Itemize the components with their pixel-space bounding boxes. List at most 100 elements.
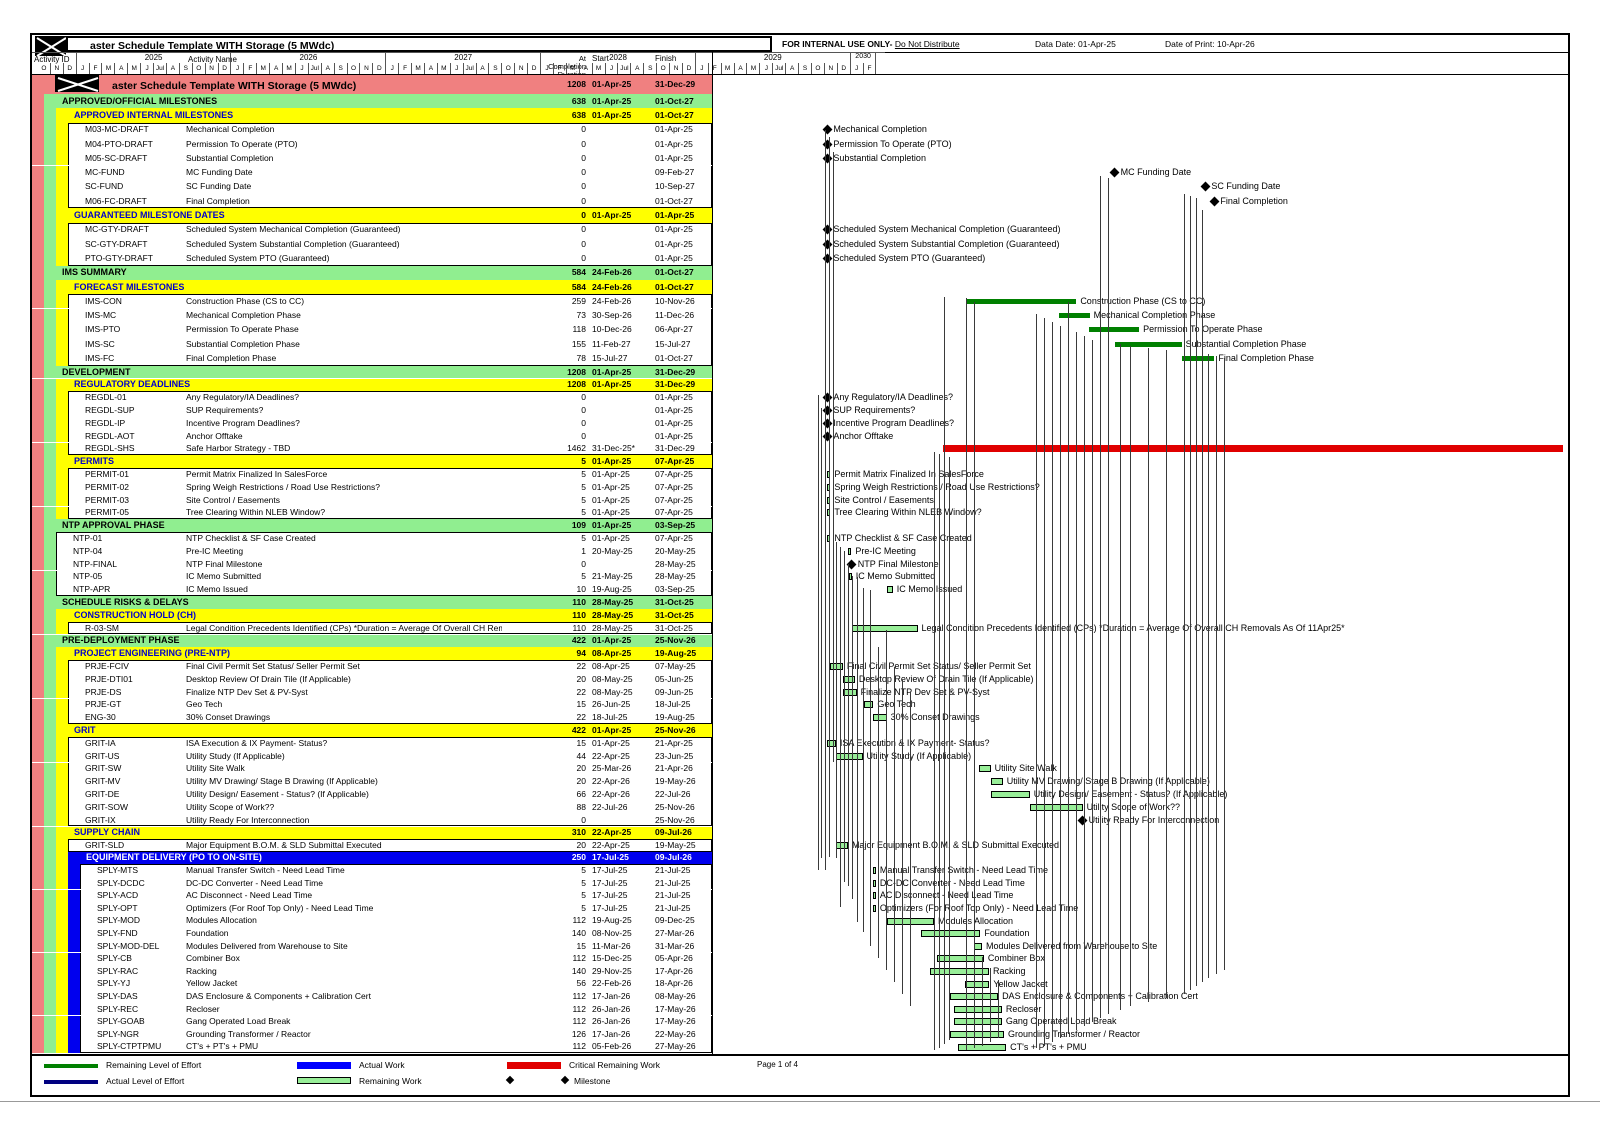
table-row[interactable]: IMS-MCMechanical Completion Phase7330-Se… — [32, 309, 712, 323]
gantt-milestone[interactable] — [822, 153, 832, 163]
gantt-bar-rem[interactable] — [991, 778, 1003, 785]
gantt-milestone[interactable] — [822, 125, 832, 135]
gantt-bar-rem[interactable] — [950, 1031, 1004, 1038]
section-row[interactable]: APPROVED/OFFICIAL MILESTONES63801-Apr-25… — [32, 94, 712, 108]
gantt-milestone[interactable] — [822, 253, 832, 263]
table-row[interactable]: M06-FC-DRAFTFinal Completion001-Oct-27 — [32, 194, 712, 208]
gantt-milestone[interactable] — [822, 139, 832, 149]
table-row[interactable]: IMS-PTOPermission To Operate Phase11810-… — [32, 323, 712, 337]
gantt-bar-rem[interactable] — [843, 676, 855, 683]
table-row[interactable]: GRIT-SLDMajor Equipment B.O.M. & SLD Sub… — [32, 839, 712, 852]
table-row[interactable]: REGDL-IPIncentive Program Deadlines?001-… — [32, 417, 712, 430]
table-row[interactable]: GRIT-DEUtility Design/ Easement - Status… — [32, 788, 712, 801]
section-row[interactable]: IMS SUMMARY58424-Feb-2601-Oct-27 — [32, 266, 712, 280]
section-row[interactable]: SUPPLY CHAIN31022-Apr-2509-Jul-26 — [32, 827, 712, 840]
table-row[interactable]: SPLY-CTPTPMUCT's + PT's + PMU11205-Feb-2… — [32, 1041, 712, 1054]
gantt-bar-rem[interactable] — [991, 791, 1030, 798]
gantt-milestone[interactable] — [1078, 815, 1088, 825]
gantt-bar-rem[interactable] — [979, 765, 990, 772]
gantt-bar-loe[interactable] — [1182, 356, 1215, 361]
table-row[interactable]: GRIT-USUtility Study (If Applicable)4422… — [32, 750, 712, 763]
section-row[interactable]: aster Schedule Template WITH Storage (5 … — [32, 74, 712, 94]
table-row[interactable]: SC-GTY-DRAFTScheduled System Substantial… — [32, 237, 712, 251]
table-row[interactable]: NTP-APRIC Memo Issued1019-Aug-2503-Sep-2… — [32, 583, 712, 596]
table-row[interactable]: GRIT-SWUtility Site Walk2025-Mar-2621-Ap… — [32, 763, 712, 776]
table-row[interactable]: SPLY-DASDAS Enclosure & Components + Cal… — [32, 990, 712, 1003]
gantt-milestone[interactable] — [822, 431, 832, 441]
gantt-bar-rem[interactable] — [873, 867, 876, 874]
gantt-milestone[interactable] — [822, 418, 832, 428]
table-row[interactable]: GRIT-IAISA Execution & IX Payment- Statu… — [32, 737, 712, 750]
table-row[interactable]: NTP-04Pre-IC Meeting120-May-2520-May-25 — [32, 545, 712, 558]
table-row[interactable]: REGDL-AOTAnchor Offtake001-Apr-25 — [32, 430, 712, 443]
gantt-milestone[interactable] — [1200, 182, 1210, 192]
table-row[interactable]: SPLY-GOABGang Operated Load Break11226-J… — [32, 1016, 712, 1029]
table-row[interactable]: SPLY-MTSManual Transfer Switch - Need Le… — [32, 864, 712, 877]
section-row[interactable]: EQUIPMENT DELIVERY (PO TO ON-SITE)25017-… — [32, 852, 712, 865]
gantt-milestone[interactable] — [822, 225, 832, 235]
table-row[interactable]: SC-FUNDSC Funding Date010-Sep-27 — [32, 180, 712, 194]
table-row[interactable]: SPLY-OPTOptimizers (For Roof Top Only) -… — [32, 902, 712, 915]
table-row[interactable]: NTP-05IC Memo Submitted521-May-2528-May-… — [32, 571, 712, 584]
gantt-bar-rem[interactable] — [1030, 804, 1083, 811]
table-row[interactable]: SPLY-YJYellow Jacket5622-Feb-2618-Apr-26 — [32, 978, 712, 991]
gantt-bar-rem[interactable] — [954, 1018, 1002, 1025]
table-row[interactable]: SPLY-MOD-DELModules Delivered from Wareh… — [32, 940, 712, 953]
gantt-milestone[interactable] — [822, 406, 832, 416]
gantt-bar-rem[interactable] — [965, 981, 989, 988]
gantt-bar-rem[interactable] — [848, 548, 851, 555]
table-row[interactable]: PRJE-FCIVFinal Civil Permit Set Status/ … — [32, 660, 712, 673]
table-row[interactable]: M03-MC-DRAFTMechanical Completion001-Apr… — [32, 123, 712, 137]
table-row[interactable]: SPLY-FNDFoundation14008-Nov-2527-Mar-26 — [32, 927, 712, 940]
table-row[interactable]: R-03-SMLegal Condition Precedents Identi… — [32, 622, 712, 635]
gantt-milestone[interactable] — [822, 239, 832, 249]
table-row[interactable]: MC-FUNDMC Funding Date009-Feb-27 — [32, 166, 712, 180]
gantt-bar-rem[interactable] — [873, 905, 876, 912]
section-row[interactable]: FORECAST MILESTONES58424-Feb-2601-Oct-27 — [32, 280, 712, 294]
table-row[interactable]: SPLY-MODModules Allocation11219-Aug-2509… — [32, 915, 712, 928]
table-row[interactable]: REGDL-SUPSUP Requirements?001-Apr-25 — [32, 404, 712, 417]
table-row[interactable]: M05-SC-DRAFTSubstantial Completion001-Ap… — [32, 151, 712, 165]
gantt-bar-rem[interactable] — [843, 689, 856, 696]
gantt-bar-rem[interactable] — [954, 1006, 1002, 1013]
section-row[interactable]: PROJECT ENGINEERING (PRE-NTP)9408-Apr-25… — [32, 647, 712, 660]
section-row[interactable]: GUARANTEED MILESTONE DATES001-Apr-2501-A… — [32, 208, 712, 222]
table-row[interactable]: SPLY-RACRacking14029-Nov-2517-Apr-26 — [32, 965, 712, 978]
table-row[interactable]: NTP-FINALNTP Final Milestone028-May-25 — [32, 558, 712, 571]
table-row[interactable]: SPLY-NGRGrounding Transformer / Reactor1… — [32, 1028, 712, 1041]
table-row[interactable]: SPLY-DCDCDC-DC Converter - Need Lead Tim… — [32, 877, 712, 890]
gantt-bar-rem[interactable] — [852, 625, 918, 632]
table-row[interactable]: MC-GTY-DRAFTScheduled System Mechanical … — [32, 223, 712, 237]
gantt-bar-rem[interactable] — [887, 586, 893, 593]
table-row[interactable]: M04-PTO-DRAFTPermission To Operate (PTO)… — [32, 137, 712, 151]
gantt-bar-rem[interactable] — [836, 842, 848, 849]
table-row[interactable]: GRIT-MVUtility MV Drawing/ Stage B Drawi… — [32, 775, 712, 788]
table-row[interactable]: PERMIT-02Spring Weigh Restrictions / Roa… — [32, 481, 712, 494]
section-row[interactable]: GRIT42201-Apr-2525-Nov-26 — [32, 724, 712, 737]
table-row[interactable]: PERMIT-03Site Control / Easements501-Apr… — [32, 494, 712, 507]
table-row[interactable]: NTP-01NTP Checklist & SF Case Created501… — [32, 532, 712, 545]
gantt-milestone[interactable] — [1209, 196, 1219, 206]
table-row[interactable]: PRJE-DSFinalize NTP Dev Set & PV-Syst220… — [32, 686, 712, 699]
gantt-milestone[interactable] — [822, 393, 832, 403]
gantt-bar-rem[interactable] — [873, 892, 876, 899]
table-row[interactable]: REGDL-SHSSafe Harbor Strategy - TBD14623… — [32, 443, 712, 456]
section-row[interactable]: PRE-DEPLOYMENT PHASE42201-Apr-2525-Nov-2… — [32, 635, 712, 648]
section-row[interactable]: CONSTRUCTION HOLD (CH)11028-May-2531-Oct… — [32, 609, 712, 622]
gantt-bar-loe[interactable] — [966, 299, 1076, 304]
table-row[interactable]: PRJE-DTI01Desktop Review Of Drain Tile (… — [32, 673, 712, 686]
table-row[interactable]: IMS-SCSubstantial Completion Phase15511-… — [32, 337, 712, 351]
table-row[interactable]: PERMIT-01Permit Matrix Finalized In Sale… — [32, 468, 712, 481]
table-row[interactable]: PERMIT-05Tree Clearing Within NLEB Windo… — [32, 507, 712, 520]
table-row[interactable]: GRIT-SOWUtility Scope of Work??8822-Jul-… — [32, 801, 712, 814]
section-row[interactable]: PERMITS501-Apr-2507-Apr-25 — [32, 455, 712, 468]
table-row[interactable]: PRJE-GTGeo Tech1526-Jun-2518-Jul-25 — [32, 699, 712, 712]
gantt-bar-loe[interactable] — [1115, 342, 1181, 347]
table-row[interactable]: GRIT-IXUtility Ready For Interconnection… — [32, 814, 712, 827]
table-row[interactable]: SPLY-ACDAC Disconnect - Need Lead Time51… — [32, 890, 712, 903]
table-row[interactable]: SPLY-RECRecloser11226-Jan-2617-May-26 — [32, 1003, 712, 1016]
table-row[interactable]: REGDL-01Any Regulatory/IA Deadlines?001-… — [32, 391, 712, 404]
table-row[interactable]: PTO-GTY-DRAFTScheduled System PTO (Guara… — [32, 251, 712, 265]
gantt-bar-rem[interactable] — [921, 930, 981, 937]
gantt-bar-rem[interactable] — [864, 701, 874, 708]
